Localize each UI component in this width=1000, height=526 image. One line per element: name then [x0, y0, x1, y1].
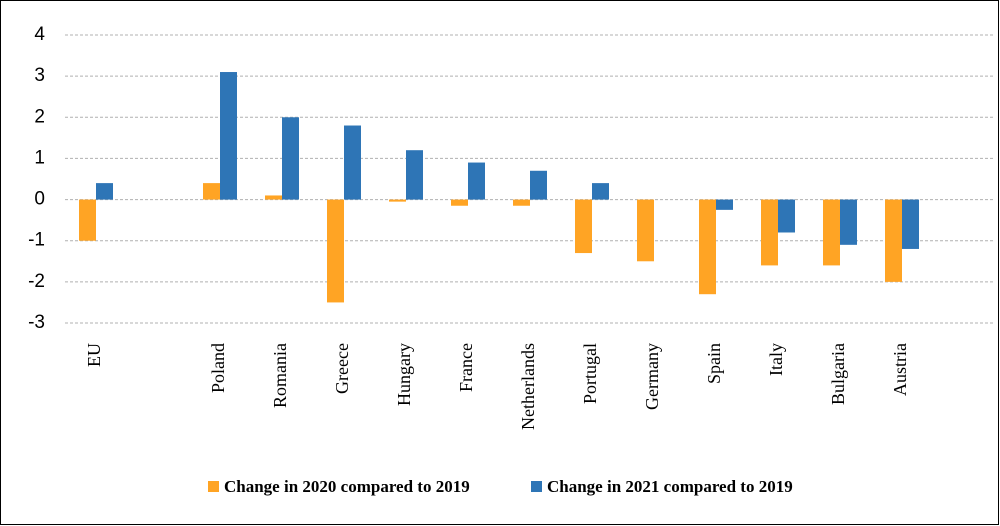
x-tick-label: Spain	[704, 343, 724, 384]
bar	[79, 199, 96, 241]
x-tick-label: Poland	[208, 343, 228, 393]
bar	[220, 72, 237, 200]
bar	[778, 199, 795, 233]
bar	[823, 199, 840, 266]
y-tick-label: 4	[34, 24, 45, 45]
x-tick-label: Portugal	[580, 343, 600, 404]
bar	[530, 170, 547, 200]
bar	[203, 183, 220, 200]
bar	[406, 150, 423, 200]
x-tick-label: Germany	[642, 343, 662, 410]
bar	[468, 162, 485, 200]
bar	[282, 117, 299, 200]
bar	[327, 199, 344, 303]
bar	[761, 199, 778, 266]
bar	[265, 195, 282, 200]
bar	[699, 199, 716, 295]
bar	[840, 199, 857, 245]
x-tick-label: Bulgaria	[828, 343, 848, 405]
x-tick-label: Greece	[332, 343, 352, 394]
x-tick-label: Hungary	[394, 343, 414, 406]
bar	[592, 183, 609, 200]
bar	[637, 199, 654, 262]
legend-swatch	[531, 481, 542, 492]
x-tick-label: Italy	[766, 343, 786, 376]
legend-label: Change in 2020 compared to 2019	[224, 477, 470, 496]
x-tick-label: EU	[84, 343, 104, 367]
y-tick-label: -2	[28, 271, 45, 292]
x-tick-label: Austria	[890, 343, 910, 396]
bar	[389, 199, 406, 202]
y-tick-label: -3	[28, 312, 45, 333]
bar	[513, 199, 530, 206]
x-tick-label: Netherlands	[518, 343, 538, 430]
y-tick-label: 3	[34, 65, 45, 86]
legend-swatch	[208, 481, 219, 492]
x-tick-label: Romania	[270, 343, 290, 408]
y-tick-label: 0	[34, 189, 45, 210]
bar	[716, 199, 733, 210]
bar	[885, 199, 902, 282]
y-tick-label: 1	[34, 147, 45, 168]
x-tick-label: France	[456, 343, 476, 392]
bar	[96, 183, 113, 200]
bar	[451, 199, 468, 206]
bar	[575, 199, 592, 254]
legend-label: Change in 2021 compared to 2019	[547, 477, 793, 496]
bar	[902, 199, 919, 249]
y-tick-label: -1	[28, 230, 45, 251]
y-tick-label: 2	[34, 106, 45, 127]
bar	[344, 125, 361, 200]
